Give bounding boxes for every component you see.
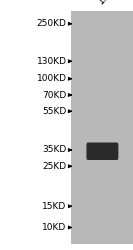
- Bar: [71, 11, 133, 244]
- Text: 250KD: 250KD: [37, 19, 66, 28]
- Text: 55KD: 55KD: [42, 107, 66, 116]
- Text: 10KD: 10KD: [42, 223, 66, 232]
- Text: 10ng: 10ng: [96, 0, 120, 6]
- Text: 35KD: 35KD: [42, 146, 66, 154]
- FancyBboxPatch shape: [86, 142, 118, 160]
- Text: 130KD: 130KD: [36, 57, 66, 66]
- Text: 100KD: 100KD: [36, 74, 66, 83]
- Text: 25KD: 25KD: [42, 162, 66, 171]
- Text: 70KD: 70KD: [42, 90, 66, 100]
- Text: 15KD: 15KD: [42, 202, 66, 211]
